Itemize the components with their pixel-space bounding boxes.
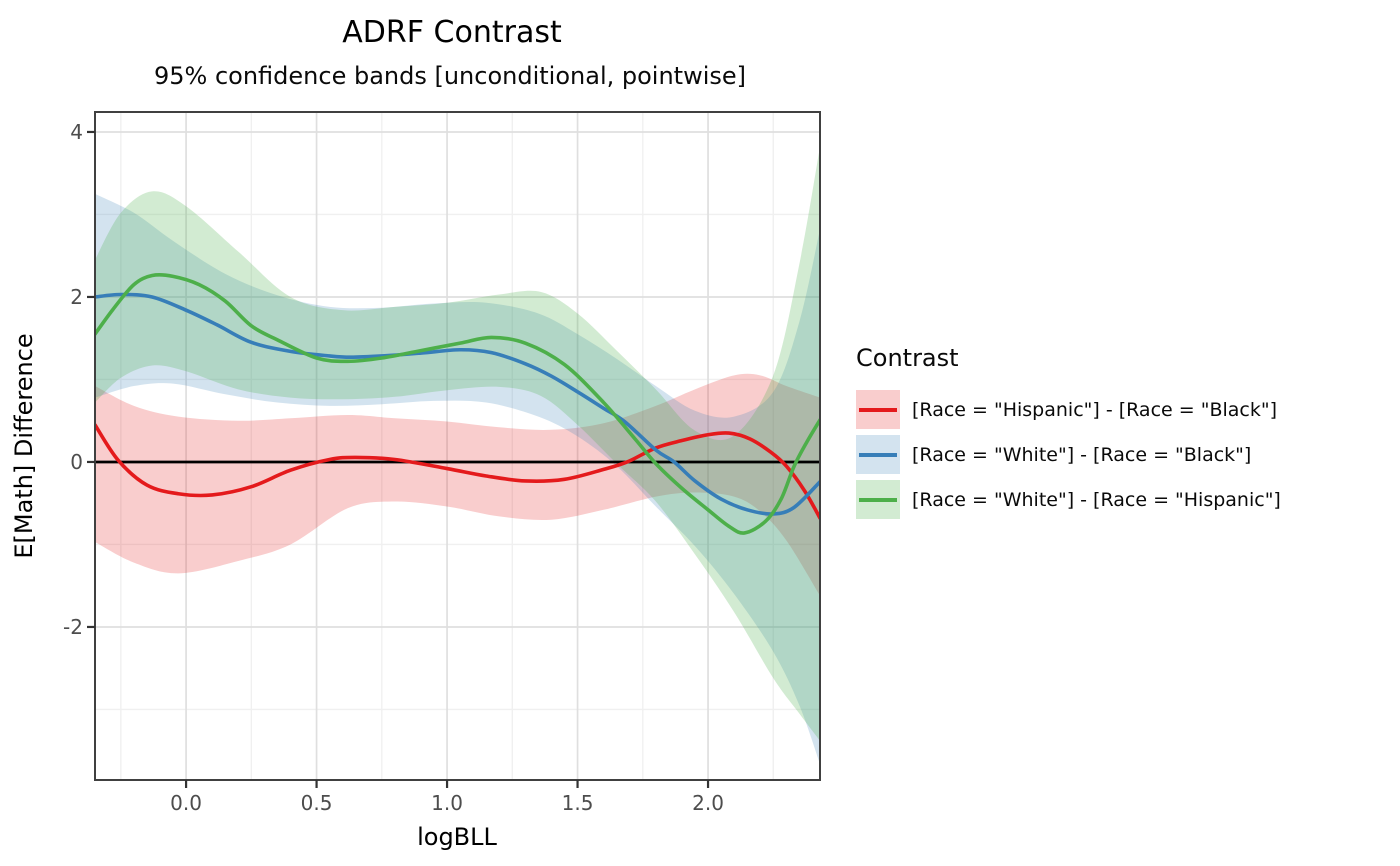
x-tick-label: 1.5 [562,791,594,815]
x-tick-label: 0.0 [170,791,202,815]
panel-border [94,111,821,781]
legend-swatch-hispanic-black [856,390,900,429]
chart-subtitle: 95% confidence bands [unconditional, poi… [154,62,746,90]
x-tick-label: 0.5 [301,791,333,815]
series-line [95,292,820,516]
y-tick-label: 2 [70,285,83,309]
chart-title: ADRF Contrast [342,15,562,50]
confidence-band [95,146,820,741]
y-tick-label: 0 [70,450,83,474]
legend-item: [Race = "White"] - [Race = "Hispanic"] [856,480,1281,519]
legend-title: Contrast [856,344,959,372]
legend-label: [Race = "White"] - [Race = "Hispanic"] [912,488,1281,511]
series-lines [95,272,820,535]
confidence-band [95,373,820,596]
y-tick-label: -2 [63,615,83,639]
legend-item: [Race = "Hispanic"] - [Race = "Black"] [856,390,1281,429]
legend-label: [Race = "White"] - [Race = "Black"] [912,443,1252,466]
axes: 0.0 0.5 1.0 1.5 2.0 -2 0 2 4 [63,120,724,815]
legend-label: [Race = "Hispanic"] - [Race = "Black"] [912,398,1278,421]
legend-line-icon [859,452,897,457]
x-axis-label: logBLL [417,823,497,851]
legend: Contrast [Race = "Hispanic"] - [Race = "… [856,344,1281,525]
x-tick-label: 2.0 [692,791,724,815]
y-axis-label: E[Math] Difference [10,333,38,558]
series-line [95,423,820,520]
plot-panel [95,112,820,780]
y-tick-label: 4 [70,120,83,144]
grid-major [95,112,820,780]
confidence-band [95,193,820,764]
legend-item: [Race = "White"] - [Race = "Black"] [856,435,1281,474]
confidence-bands [95,146,820,764]
legend-swatch-white-black [856,435,900,474]
legend-line-icon [859,497,897,502]
legend-swatch-white-hispanic [856,480,900,519]
legend-line-icon [859,407,897,412]
series-line [95,272,820,535]
x-tick-label: 1.0 [431,791,463,815]
